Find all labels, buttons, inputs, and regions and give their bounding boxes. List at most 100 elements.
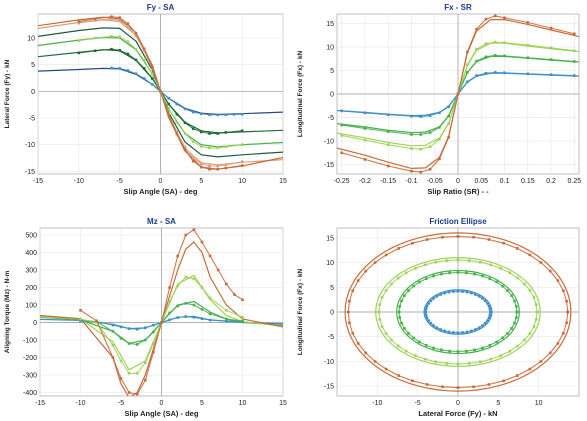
data-point bbox=[523, 282, 526, 286]
y-tick-label: 5 bbox=[31, 62, 35, 69]
data-point bbox=[424, 307, 428, 311]
data-point bbox=[506, 289, 509, 292]
data-point bbox=[127, 342, 131, 345]
chart-title: Fx - SR bbox=[444, 3, 472, 12]
data-point bbox=[200, 145, 203, 148]
data-point bbox=[539, 360, 543, 363]
data-point bbox=[510, 327, 513, 330]
chart-title: Fy - SA bbox=[147, 3, 175, 12]
data-point bbox=[516, 247, 519, 250]
data-point bbox=[425, 304, 429, 308]
data-point bbox=[95, 319, 98, 323]
data-point bbox=[216, 268, 220, 272]
data-point bbox=[110, 15, 113, 18]
data-point bbox=[515, 310, 519, 314]
x-tick-label: 10 bbox=[535, 400, 543, 407]
data-point bbox=[208, 296, 212, 300]
x-tick-label: 0 bbox=[456, 400, 460, 407]
x-tick-label: 5 bbox=[199, 178, 203, 185]
data-point bbox=[93, 49, 97, 53]
data-point bbox=[484, 42, 488, 45]
data-point bbox=[208, 167, 211, 171]
data-point bbox=[340, 134, 343, 137]
y-tick-label: -10 bbox=[324, 359, 334, 366]
data-point bbox=[432, 297, 435, 300]
y-tick-label: 15 bbox=[326, 21, 334, 28]
data-point bbox=[167, 114, 170, 117]
data-point bbox=[192, 277, 196, 281]
fitted-ellipse bbox=[375, 256, 541, 368]
data-point bbox=[183, 132, 187, 135]
data-point bbox=[240, 160, 244, 163]
data-point bbox=[466, 71, 469, 74]
data-point bbox=[200, 308, 204, 311]
data-point bbox=[549, 73, 553, 76]
data-point bbox=[397, 344, 400, 348]
data-point bbox=[240, 143, 244, 146]
data-point bbox=[493, 40, 497, 44]
data-point bbox=[386, 113, 390, 116]
x-tick-label: -10 bbox=[74, 178, 84, 185]
data-point bbox=[565, 299, 568, 303]
data-point bbox=[419, 115, 423, 118]
data-point bbox=[356, 279, 360, 282]
data-point bbox=[502, 241, 505, 245]
data-point bbox=[428, 145, 432, 148]
data-point bbox=[340, 109, 343, 113]
data-point bbox=[427, 319, 430, 322]
data-point bbox=[456, 235, 460, 238]
data-point bbox=[118, 67, 121, 70]
data-point bbox=[144, 378, 147, 382]
data-point bbox=[160, 321, 163, 324]
data-point bbox=[424, 277, 428, 280]
data-point bbox=[168, 286, 171, 289]
y-tick-label: -15 bbox=[25, 169, 35, 176]
data-point bbox=[380, 296, 384, 299]
data-point bbox=[447, 105, 450, 108]
data-point bbox=[200, 112, 203, 115]
data-point bbox=[539, 261, 543, 264]
data-point bbox=[465, 349, 468, 353]
data-point bbox=[483, 299, 487, 303]
data-point bbox=[380, 325, 384, 328]
data-point bbox=[397, 310, 401, 314]
data-point bbox=[438, 111, 441, 115]
data-point bbox=[412, 336, 415, 340]
data-point bbox=[487, 304, 491, 308]
data-point bbox=[208, 113, 211, 117]
y-tick-label: 500 bbox=[25, 233, 37, 240]
data-point bbox=[364, 269, 367, 273]
data-point bbox=[532, 296, 536, 299]
data-point bbox=[549, 58, 553, 61]
data-point bbox=[348, 321, 351, 325]
fitted-series bbox=[40, 241, 283, 396]
data-point bbox=[241, 298, 244, 302]
data-point bbox=[501, 284, 504, 288]
x-axis-label: Slip Angle (SA) - deg bbox=[125, 409, 199, 418]
data-point bbox=[516, 276, 519, 280]
data-point bbox=[535, 310, 539, 314]
data-point bbox=[200, 317, 204, 320]
data-point bbox=[465, 271, 468, 275]
y-tick-label: -100 bbox=[23, 338, 37, 345]
data-point bbox=[118, 16, 121, 19]
data-point bbox=[410, 169, 413, 173]
y-tick-label: 10 bbox=[326, 44, 334, 51]
data-point bbox=[528, 253, 532, 257]
data-point bbox=[484, 17, 488, 21]
data-point bbox=[475, 59, 478, 63]
data-point bbox=[184, 275, 188, 279]
data-point bbox=[526, 21, 530, 24]
data-point bbox=[216, 146, 219, 150]
data-point bbox=[111, 343, 115, 347]
data-point bbox=[400, 321, 403, 325]
data-point bbox=[119, 377, 123, 380]
data-point bbox=[556, 279, 560, 282]
data-point bbox=[448, 349, 451, 353]
x-tick-label: 5 bbox=[200, 400, 204, 407]
data-point bbox=[144, 326, 147, 330]
data-point bbox=[479, 260, 482, 264]
data-point bbox=[384, 289, 388, 292]
data-point bbox=[127, 327, 131, 330]
measured-series bbox=[78, 16, 243, 170]
